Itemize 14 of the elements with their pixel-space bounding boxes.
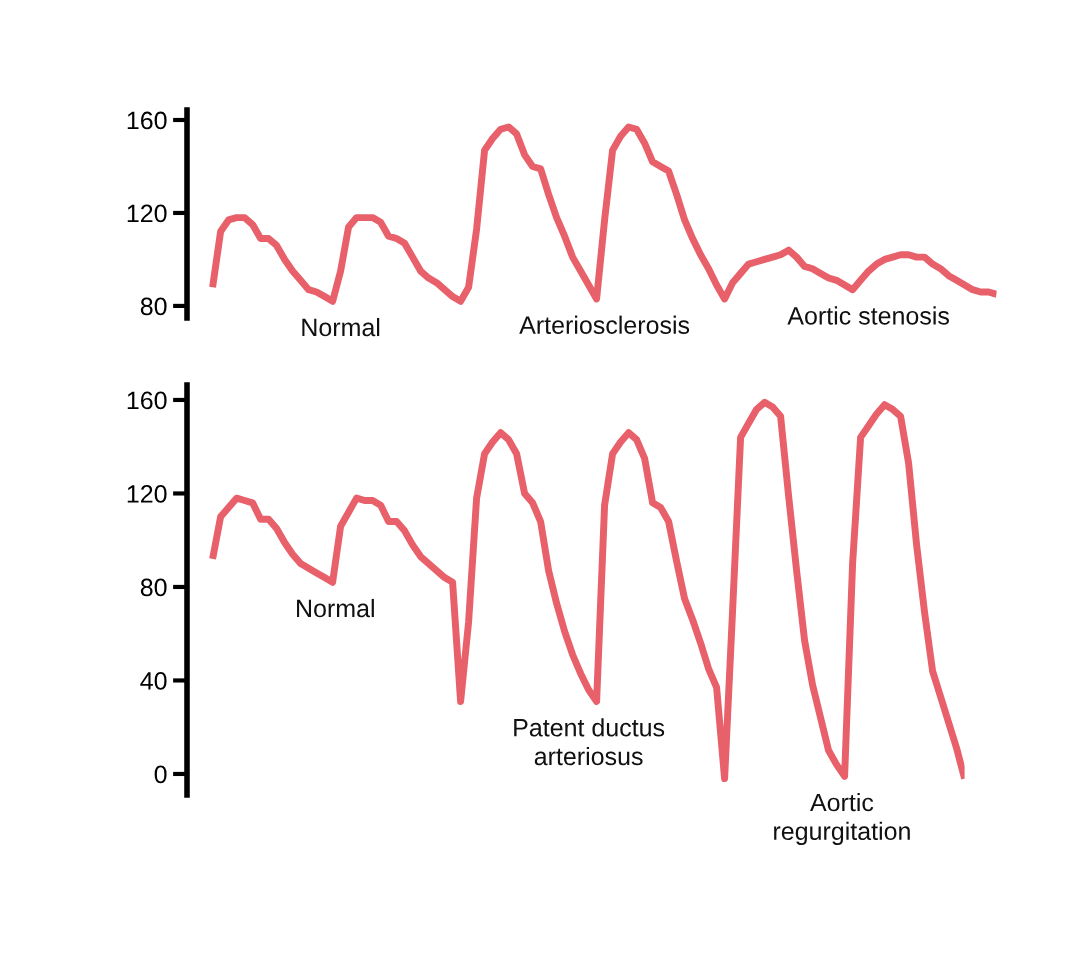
y-tick-label: 80	[140, 297, 167, 316]
y-tick-label: 160	[127, 111, 167, 130]
y-tick-label: 80	[140, 578, 167, 597]
annotation: Patent ductus arteriosus	[514, 718, 665, 766]
y-tick-label: 120	[127, 204, 167, 223]
y-tick-label: 0	[154, 765, 167, 784]
annotation: Aortic regurgitation	[774, 792, 910, 846]
annotation: Arteriosclerosis	[519, 315, 690, 334]
annotation: Normal	[297, 598, 374, 618]
y-tick-label: 40	[140, 672, 167, 690]
y-tick-label: 160	[127, 391, 167, 410]
annotation: Aortic stenosis	[787, 306, 949, 325]
y-tick-label: 120	[127, 485, 167, 503]
annotation: Normal	[302, 317, 380, 337]
